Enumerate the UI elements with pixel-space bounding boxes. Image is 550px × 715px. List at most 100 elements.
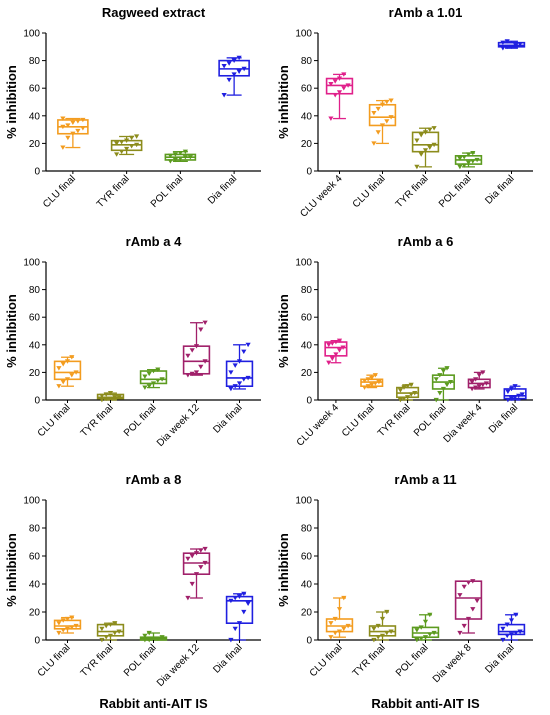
data-point [114,141,120,146]
data-point [336,348,343,353]
data-point [236,359,243,364]
category-label: CLU week 4 [298,173,345,220]
data-point [328,621,334,626]
data-point [202,546,208,552]
data-point [418,625,424,630]
data-point [473,385,479,390]
category-label: CLU final [36,642,73,679]
data-point [236,594,243,599]
data-point [221,64,227,69]
data-point [404,395,411,400]
data-point [232,384,238,389]
y-tick-label: 80 [301,56,313,67]
y-axis-label: % inhibition [4,294,19,368]
data-point [114,152,120,157]
data-point [519,392,525,397]
data-point [193,572,200,577]
data-point [69,373,75,378]
data-point [474,157,480,163]
box-2 [96,621,125,643]
data-point [60,116,66,121]
data-point [500,40,506,45]
data-point [422,619,429,625]
y-tick-label: 0 [306,636,312,647]
data-point [470,159,476,164]
data-point [69,615,75,620]
data-point [365,377,371,382]
y-tick-label: 60 [29,313,41,324]
data-point [422,148,429,153]
y-axis-label: % inhibition [4,533,19,607]
data-point [155,378,161,384]
data-point [512,384,518,389]
y-tick-label: 0 [34,636,40,647]
y-tick-label: 80 [301,285,313,296]
data-point [440,386,447,392]
data-point [326,360,332,366]
y-tick-label: 60 [29,552,41,563]
data-point [401,385,407,390]
data-point [371,141,377,146]
data-point [107,633,114,639]
category-label: CLU final [351,173,388,210]
data-point [189,371,195,377]
data-point [231,58,237,63]
data-point [369,382,375,388]
data-point [202,320,208,326]
data-point [134,142,140,148]
data-point [461,623,467,629]
data-point [177,150,183,156]
data-point [517,629,523,634]
data-point [412,391,418,396]
category-label: Dia final [211,402,244,435]
data-point [80,126,86,131]
data-point [375,106,381,112]
data-point [146,637,152,643]
panel-title: rAmb a 4 [126,234,182,249]
box-1 [57,116,89,150]
y-tick-label: 100 [23,258,40,269]
data-point [418,636,424,641]
data-point [159,377,165,382]
data-point [231,72,237,77]
data-point [65,135,71,141]
category-label: Dia week 12 [155,402,202,449]
box-5 [225,342,254,392]
data-point [340,345,346,350]
data-point [369,375,375,381]
box-5 [497,612,526,643]
box-2 [96,391,125,403]
y-tick-label: 0 [34,167,40,178]
data-point [408,382,414,388]
data-point [379,102,386,108]
box-4 [182,546,211,601]
data-point [64,626,71,632]
data-point [504,44,510,50]
data-point [457,164,463,170]
data-point [470,579,476,584]
data-point [70,120,76,126]
data-point [427,632,433,637]
data-point [508,44,515,50]
data-point [116,629,122,634]
data-point [103,396,109,401]
data-point [341,626,347,632]
category-label: Dia final [483,173,516,206]
data-point [189,553,195,559]
data-point [422,130,429,135]
box-1 [53,615,82,636]
data-point [397,397,404,403]
data-point [500,637,506,643]
data-point [182,155,188,160]
panel-title: rAmb a 6 [398,234,454,249]
data-point [198,327,204,332]
data-point [245,375,251,381]
data-point [513,612,519,618]
box-3 [396,382,420,403]
data-point [107,391,114,396]
data-point [332,79,338,84]
data-point [56,384,62,389]
data-point [103,635,109,640]
data-point [508,386,515,392]
data-point [447,379,454,385]
